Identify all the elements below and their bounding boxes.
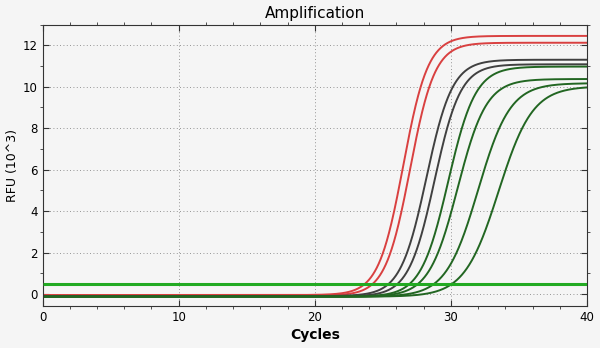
Y-axis label: RFU (10^3): RFU (10^3) bbox=[5, 129, 19, 202]
Title: Amplification: Amplification bbox=[265, 6, 365, 21]
X-axis label: Cycles: Cycles bbox=[290, 329, 340, 342]
